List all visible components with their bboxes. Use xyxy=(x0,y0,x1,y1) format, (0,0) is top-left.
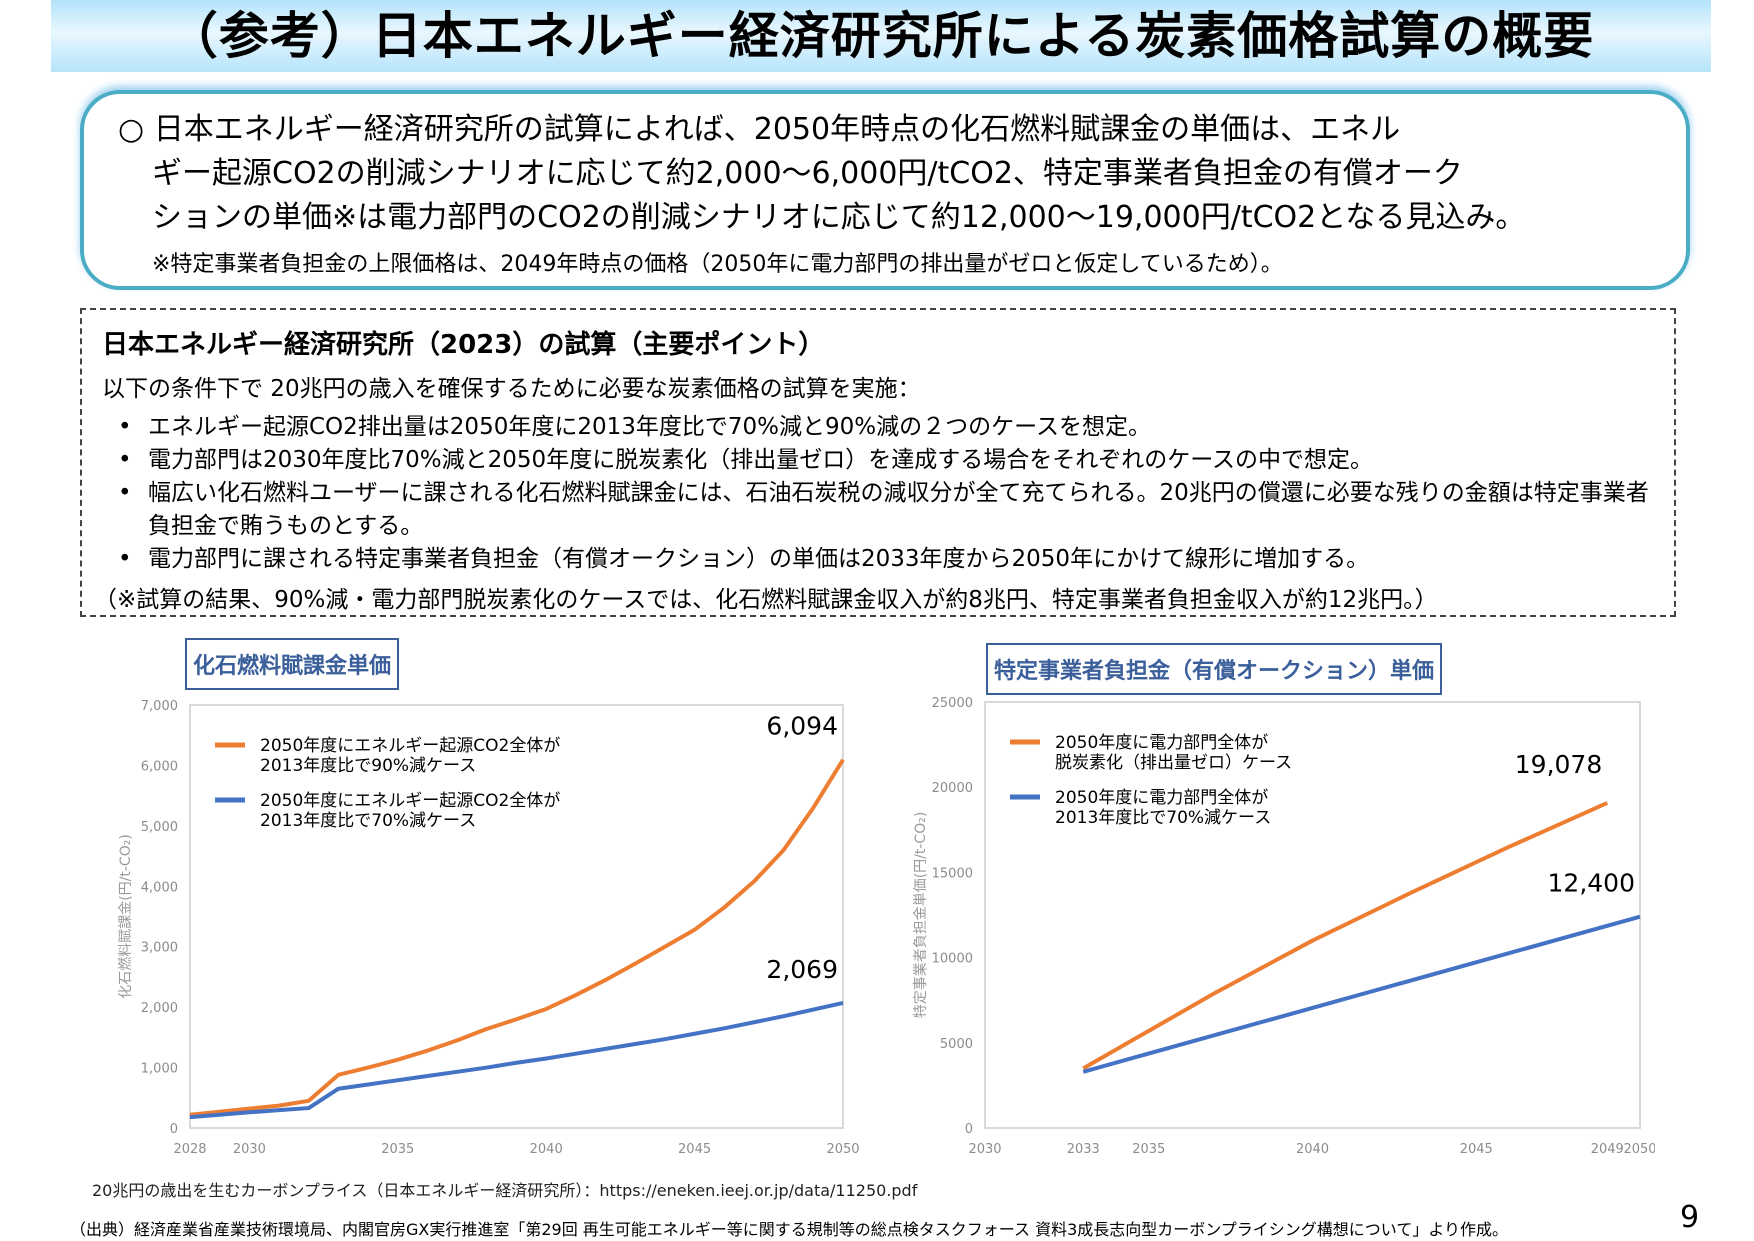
x-tick-label: 2030 xyxy=(233,1142,266,1157)
legend-label: 2050年度にエネルギー起源CO2全体が xyxy=(260,791,560,811)
summary-text-3: ションの単価※は電力部門のCO2の削減シナリオに応じて約12,000～19,00… xyxy=(152,200,1526,235)
series-line xyxy=(189,758,845,1117)
y-axis-label: 特定事業者負担金単価(円/t-CO₂) xyxy=(913,812,929,1019)
legend-label: 2050年度に電力部門全体が xyxy=(1055,733,1268,753)
data-label: 6,094 xyxy=(766,712,838,741)
summary-line: ギー起源CO2の削減シナリオに応じて約2,000～6,000円/tCO2、特定事… xyxy=(118,152,1666,196)
summary-box: ○ 日本エネルギー経済研究所の試算によれば、2050年時点の化石燃料賦課金の単価… xyxy=(80,90,1690,290)
y-axis-label: 化石燃料賦課金(円/t-CO₂) xyxy=(117,834,134,999)
x-tick-label: 2035 xyxy=(1132,1142,1165,1157)
auction-price-chart: 0 5000 10000 15000 20000 25000 2030 2033 2035 204… xyxy=(913,696,1655,1157)
y-tick-label: 0 xyxy=(170,1122,178,1137)
summary-line: ○ 日本エネルギー経済研究所の試算によれば、2050年時点の化石燃料賦課金の単価… xyxy=(118,108,1666,152)
legend-label: 2050年度に電力部門全体が xyxy=(1055,788,1268,808)
page-number: 9 xyxy=(1680,1200,1700,1235)
summary-line: ションの単価※は電力部門のCO2の削減シナリオに応じて約12,000～19,00… xyxy=(118,196,1666,240)
summary-text-2: ギー起源CO2の削減シナリオに応じて約2,000～6,000円/tCO2、特定事… xyxy=(152,156,1463,191)
y-tick-label: 4,000 xyxy=(141,880,178,895)
y-tick-label: 5000 xyxy=(940,1037,973,1052)
data-label: 2,069 xyxy=(766,955,838,984)
y-tick-label: 3,000 xyxy=(141,941,178,956)
chart-title-auction: 特定事業者負担金（有償オークション）単価 xyxy=(986,643,1443,695)
plot-area xyxy=(189,704,844,1129)
y-tick-label: 20000 xyxy=(932,781,973,796)
summary-note: ※特定事業者負担金の上限価格は、2049年時点の価格（2050年に電力部門の排出… xyxy=(152,252,1283,277)
summary-text-1: 日本エネルギー経済研究所の試算によれば、2050年時点の化石燃料賦課金の単価は、… xyxy=(153,112,1401,147)
source-note: 20兆円の歳出を生むカーボンプライス（日本エネルギー経済研究所）：https:/… xyxy=(92,1181,918,1200)
x-tick-label: 2028 xyxy=(173,1142,206,1157)
x-tick-label: 2040 xyxy=(530,1142,563,1157)
x-tick-label: 2030 xyxy=(968,1142,1001,1157)
x-tick-label: 2035 xyxy=(381,1142,414,1157)
legend-label: 2050年度にエネルギー起源CO2全体が xyxy=(260,736,560,756)
x-tick-label: 2049 xyxy=(1591,1142,1624,1157)
list-item: 電力部門は2030年度比70%減と2050年度に脱炭素化（排出量ゼロ）を達成する… xyxy=(102,444,1654,477)
y-tick-label: 2,000 xyxy=(141,1001,178,1016)
y-tick-label: 5,000 xyxy=(141,820,178,835)
x-tick-label: 2050 xyxy=(826,1142,859,1157)
data-label: 19,078 xyxy=(1515,750,1602,779)
y-tick-label: 6,000 xyxy=(141,759,178,774)
y-tick-label: 10000 xyxy=(932,952,973,967)
legend-label: 2013年度比で70%減ケース xyxy=(260,811,476,831)
key-points-lead: 以下の条件下で 20兆円の歳入を確保するために必要な炭素価格の試算を実施： xyxy=(102,376,921,402)
citation: （出典）経済産業省産業技術環境局、内閣官房GX実行推進室「第29回 再生可能エネ… xyxy=(70,1220,1508,1239)
y-tick-label: 25000 xyxy=(932,696,973,711)
list-item: エネルギー起源CO2排出量は2050年度に2013年度比で70%減と90%減の２… xyxy=(102,411,1654,444)
y-tick-label: 15000 xyxy=(932,866,973,881)
legend-label: 脱炭素化（排出量ゼロ）ケース xyxy=(1055,753,1292,773)
plot-area xyxy=(984,701,1641,1129)
y-tick-label: 0 xyxy=(965,1122,973,1137)
key-points-heading: 日本エネルギー経済研究所（2023）の試算（主要ポイント） xyxy=(102,330,825,360)
y-tick-label: 1,000 xyxy=(141,1062,178,1077)
list-item: 電力部門に課される特定事業者負担金（有償オークション）の単価は2033年度から2… xyxy=(102,543,1654,576)
data-label: 12,400 xyxy=(1548,869,1635,898)
y-tick-label: 7,000 xyxy=(141,699,178,714)
series-line xyxy=(1082,801,1609,1071)
legend-label: 2013年度比で70%減ケース xyxy=(1055,808,1271,828)
x-tick-label: 2033 xyxy=(1067,1142,1100,1157)
circle-bullet-icon: ○ xyxy=(118,112,145,147)
x-tick-label: 2050 xyxy=(1623,1142,1655,1157)
list-item: 幅広い化石燃料ユーザーに課される化石燃料賦課金には、石油石炭税の減収分が全て充て… xyxy=(102,477,1654,543)
series-line xyxy=(189,1001,844,1120)
key-points-box: 日本エネルギー経済研究所（2023）の試算（主要ポイント） 以下の条件下で 20… xyxy=(80,308,1676,617)
x-tick-label: 2045 xyxy=(1460,1142,1493,1157)
x-tick-label: 2040 xyxy=(1296,1142,1329,1157)
chart-title-fossil-levy: 化石燃料賦課金単価 xyxy=(185,638,400,690)
fossil-levy-chart: 0 1,000 2,000 3,000 4,000 5,000 6,000 7,000 2028… xyxy=(117,699,860,1157)
result-note: （※試算の結果、90%減・電力部門脱炭素化のケースでは、化石燃料賦課金収入が約8… xyxy=(94,587,1438,613)
legend-label: 2013年度比で90%減ケース xyxy=(260,756,476,776)
series-line xyxy=(1082,914,1641,1074)
x-tick-label: 2045 xyxy=(678,1142,711,1157)
page-title: （参考）日本エネルギー経済研究所による炭素価格試算の概要 xyxy=(51,0,1711,72)
